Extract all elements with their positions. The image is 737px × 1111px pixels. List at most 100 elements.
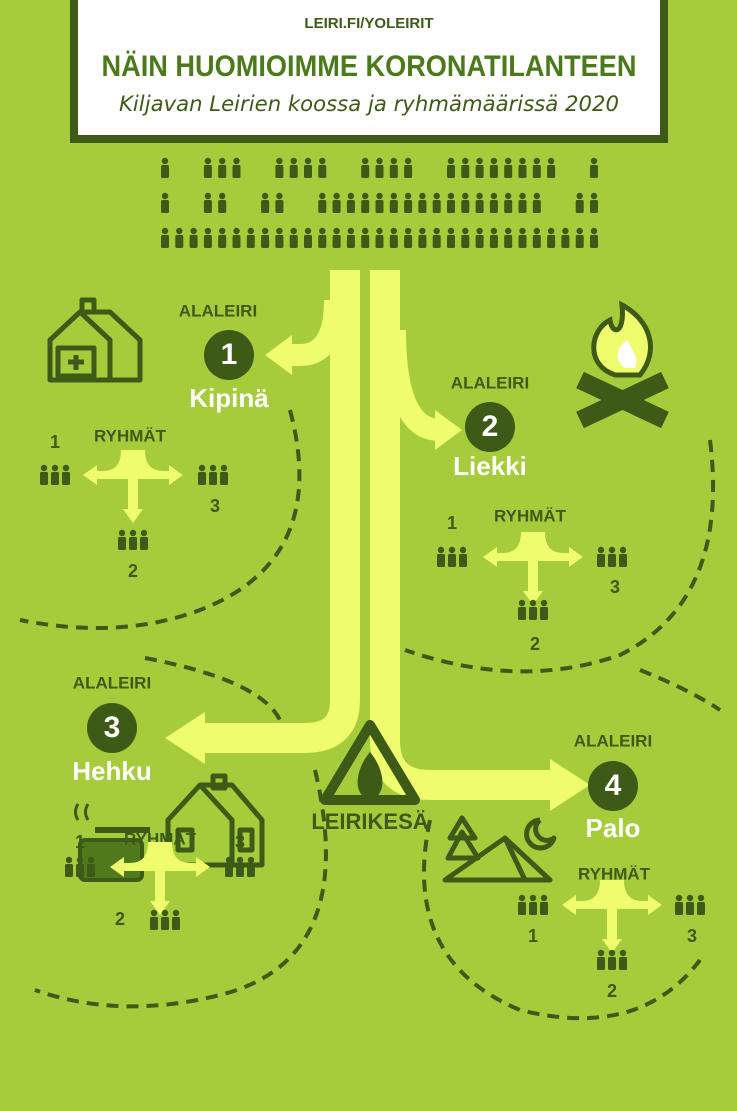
person-head	[519, 158, 525, 164]
person-icon	[218, 158, 226, 178]
person-body	[51, 472, 59, 485]
person-icon	[447, 193, 455, 213]
person-body	[290, 235, 298, 248]
person-head	[52, 465, 58, 471]
person-icon	[51, 465, 59, 485]
person-body	[590, 200, 598, 213]
person-icon	[347, 228, 355, 248]
person-icon	[261, 193, 269, 213]
person-head	[462, 193, 468, 199]
person-body	[476, 165, 484, 178]
person-head	[405, 228, 411, 234]
person-head	[233, 158, 239, 164]
group-number: 3	[687, 926, 697, 946]
person-body	[447, 165, 455, 178]
person-icon	[87, 857, 95, 877]
person-icon	[275, 158, 283, 178]
person-icon	[65, 857, 73, 877]
person-head	[534, 193, 540, 199]
subcamp-label: ALALEIRI	[73, 673, 151, 692]
person-body	[519, 200, 527, 213]
person-head	[391, 158, 397, 164]
person-icon	[540, 600, 548, 620]
person-body	[576, 200, 584, 213]
person-head	[548, 228, 554, 234]
person-body	[204, 235, 212, 248]
header-title: NÄIN HUOMIOIMME KORONATILANTEEN	[102, 50, 637, 83]
person-body	[161, 235, 169, 248]
person-head	[419, 228, 425, 234]
person-body	[619, 957, 627, 970]
person-head	[66, 857, 72, 863]
person-head	[305, 158, 311, 164]
person-icon	[433, 193, 441, 213]
person-head	[598, 547, 604, 553]
person-body	[490, 235, 498, 248]
person-body	[418, 200, 426, 213]
person-body	[290, 165, 298, 178]
subcamp-number: 2	[482, 410, 499, 443]
person-head	[609, 547, 615, 553]
person-icon	[490, 228, 498, 248]
person-body	[172, 917, 180, 930]
person-head	[591, 193, 597, 199]
person-icon	[576, 228, 584, 248]
person-body	[233, 165, 241, 178]
person-head	[362, 228, 368, 234]
person-body	[333, 235, 341, 248]
person-icon	[247, 857, 255, 877]
person-body	[686, 902, 694, 915]
person-head	[434, 228, 440, 234]
logo-text: LEIRIKESÄ	[311, 809, 428, 834]
zigzag	[0, 1082, 737, 1111]
person-head	[141, 530, 147, 536]
person-icon	[547, 228, 555, 248]
person-body	[247, 235, 255, 248]
group-number: 3	[610, 577, 620, 597]
person-body	[619, 554, 627, 567]
person-head	[591, 158, 597, 164]
person-head	[221, 465, 227, 471]
person-icon	[304, 158, 312, 178]
person-head	[676, 895, 682, 901]
person-icon	[261, 228, 269, 248]
person-body	[204, 165, 212, 178]
person-head	[530, 600, 536, 606]
group-number: 1	[75, 832, 85, 852]
person-body	[418, 235, 426, 248]
person-head	[405, 158, 411, 164]
person-icon	[204, 193, 212, 213]
person-icon	[76, 857, 84, 877]
person-body	[347, 200, 355, 213]
person-body	[504, 200, 512, 213]
person-head	[205, 193, 211, 199]
person-head	[519, 228, 525, 234]
person-icon	[697, 895, 705, 915]
person-icon	[275, 228, 283, 248]
person-body	[504, 165, 512, 178]
person-head	[248, 228, 254, 234]
person-body	[40, 472, 48, 485]
person-head	[151, 910, 157, 916]
person-body	[218, 235, 226, 248]
person-icon	[461, 193, 469, 213]
person-head	[620, 950, 626, 956]
person-icon	[233, 158, 241, 178]
person-head	[219, 193, 225, 199]
person-icon	[161, 158, 169, 178]
person-body	[376, 235, 384, 248]
person-body	[118, 537, 126, 550]
person-icon	[447, 158, 455, 178]
person-body	[76, 864, 84, 877]
person-body	[275, 200, 283, 213]
person-icon	[304, 228, 312, 248]
person-head	[519, 895, 525, 901]
person-icon	[361, 158, 369, 178]
person-icon	[433, 228, 441, 248]
person-body	[204, 200, 212, 213]
person-icon	[220, 465, 228, 485]
person-body	[533, 165, 541, 178]
person-body	[697, 902, 705, 915]
group-number: 2	[530, 634, 540, 654]
person-body	[361, 165, 369, 178]
